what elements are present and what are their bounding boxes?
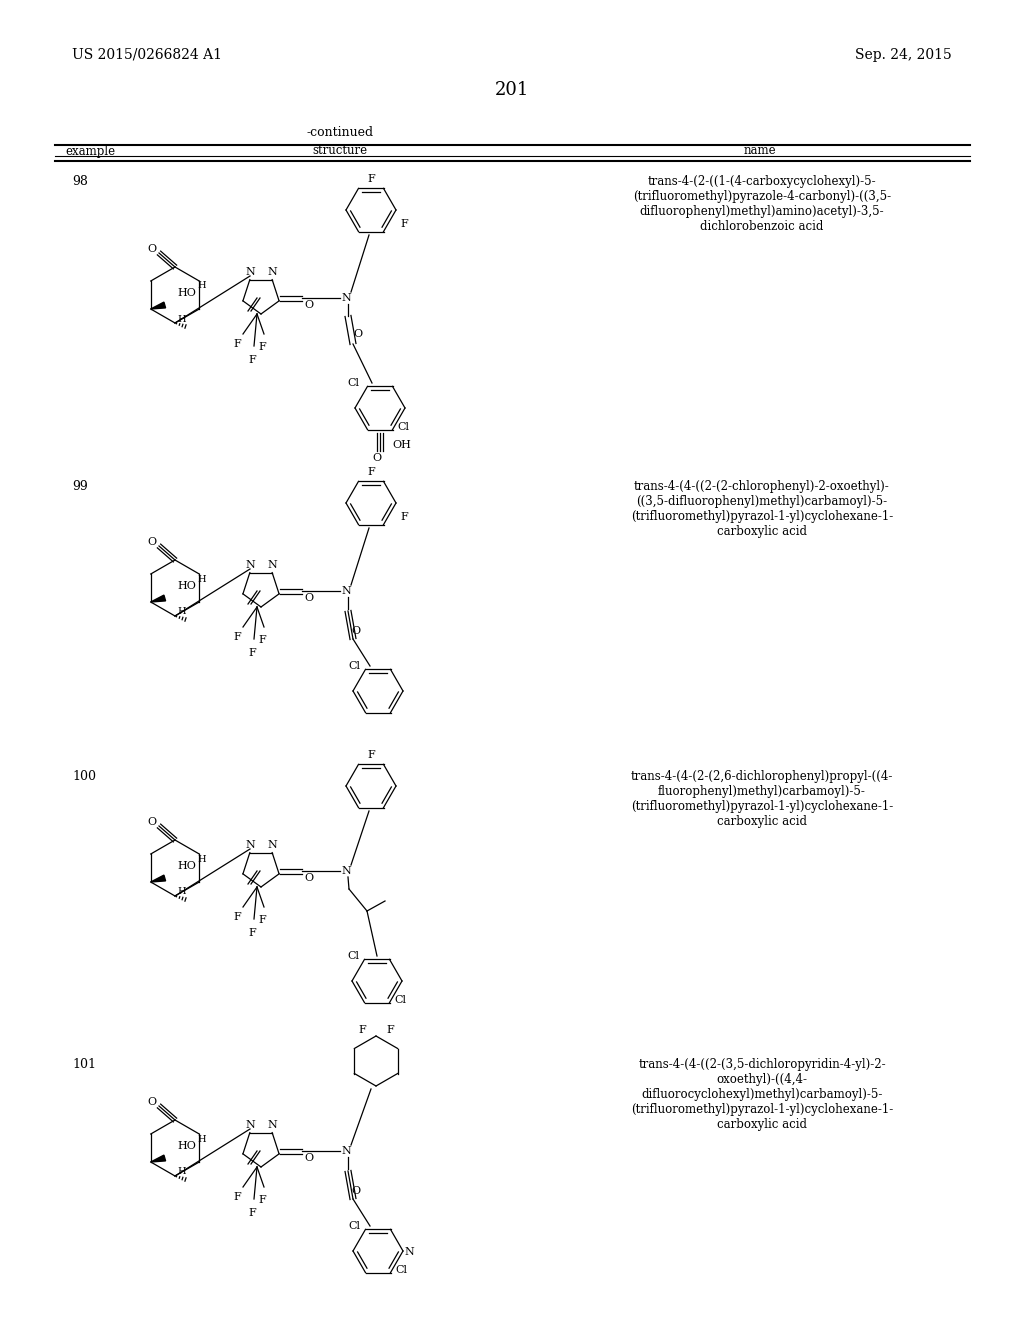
Text: N: N — [341, 586, 351, 597]
Text: O: O — [147, 537, 157, 546]
Text: O: O — [304, 593, 313, 603]
Text: HO: HO — [177, 288, 197, 298]
Text: F: F — [248, 1208, 256, 1218]
Text: US 2015/0266824 A1: US 2015/0266824 A1 — [72, 48, 222, 62]
Text: O: O — [353, 329, 362, 339]
Text: F: F — [368, 467, 375, 477]
Polygon shape — [151, 595, 166, 602]
Text: O: O — [351, 1185, 360, 1196]
Text: H: H — [178, 314, 186, 323]
Text: structure: structure — [312, 144, 368, 157]
Text: N: N — [245, 840, 255, 850]
Text: F: F — [386, 1026, 394, 1035]
Text: HO: HO — [177, 581, 197, 591]
Text: N: N — [404, 1247, 414, 1257]
Text: N: N — [267, 560, 276, 570]
Text: HO: HO — [177, 1140, 197, 1151]
Text: F: F — [368, 750, 375, 760]
Text: N: N — [267, 267, 276, 277]
Text: F: F — [258, 1195, 266, 1205]
Text: 201: 201 — [495, 81, 529, 99]
Text: Cl: Cl — [395, 1265, 408, 1275]
Text: F: F — [400, 512, 408, 521]
Text: F: F — [233, 912, 241, 921]
Text: N: N — [267, 840, 276, 850]
Text: N: N — [341, 293, 351, 304]
Text: Sep. 24, 2015: Sep. 24, 2015 — [855, 48, 952, 62]
Text: N: N — [267, 1119, 276, 1130]
Text: Cl: Cl — [394, 995, 407, 1005]
Text: O: O — [304, 300, 313, 310]
Text: N: N — [245, 560, 255, 570]
Text: H: H — [197, 854, 206, 863]
Text: H: H — [197, 281, 206, 290]
Text: O: O — [147, 1097, 157, 1107]
Text: O: O — [304, 1152, 313, 1163]
Text: N: N — [341, 866, 351, 876]
Text: F: F — [233, 339, 241, 348]
Text: O: O — [304, 873, 313, 883]
Text: O: O — [373, 453, 382, 463]
Text: Cl: Cl — [347, 952, 359, 961]
Text: HO: HO — [177, 861, 197, 871]
Text: H: H — [178, 887, 186, 896]
Text: 100: 100 — [72, 770, 96, 783]
Text: H: H — [178, 607, 186, 616]
Text: Cl: Cl — [347, 379, 359, 388]
Text: name: name — [743, 144, 776, 157]
Text: trans-4-(4-((2-(2-chlorophenyl)-2-oxoethyl)-
((3,5-difluorophenyl)methyl)carbamo: trans-4-(4-((2-(2-chlorophenyl)-2-oxoeth… — [631, 480, 893, 539]
Text: H: H — [197, 1134, 206, 1143]
Text: F: F — [258, 342, 266, 352]
Text: F: F — [258, 915, 266, 925]
Text: F: F — [248, 648, 256, 657]
Text: F: F — [258, 635, 266, 645]
Text: Cl: Cl — [348, 661, 360, 672]
Text: trans-4-(2-((1-(4-carboxycyclohexyl)-5-
(trifluoromethyl)pyrazole-4-carbonyl)-((: trans-4-(2-((1-(4-carboxycyclohexyl)-5- … — [633, 176, 891, 234]
Text: N: N — [341, 1146, 351, 1156]
Text: Cl: Cl — [348, 1221, 360, 1232]
Text: N: N — [245, 267, 255, 277]
Text: F: F — [358, 1026, 366, 1035]
Text: 101: 101 — [72, 1059, 96, 1071]
Text: H: H — [178, 1167, 186, 1176]
Polygon shape — [151, 302, 166, 309]
Text: F: F — [368, 174, 375, 183]
Text: -continued: -continued — [306, 127, 374, 140]
Text: O: O — [147, 817, 157, 828]
Text: F: F — [248, 928, 256, 939]
Text: trans-4-(4-((2-(3,5-dichloropyridin-4-yl)-2-
oxoethyl)-((4,4-
difluorocyclohexyl: trans-4-(4-((2-(3,5-dichloropyridin-4-yl… — [631, 1059, 893, 1131]
Text: F: F — [248, 355, 256, 366]
Text: F: F — [400, 219, 408, 228]
Text: example: example — [65, 144, 115, 157]
Text: F: F — [233, 632, 241, 642]
Text: F: F — [233, 1192, 241, 1203]
Text: OH: OH — [392, 440, 412, 450]
Polygon shape — [151, 875, 166, 882]
Text: O: O — [147, 244, 157, 253]
Polygon shape — [151, 1155, 166, 1162]
Text: 98: 98 — [72, 176, 88, 187]
Text: H: H — [197, 574, 206, 583]
Text: N: N — [245, 1119, 255, 1130]
Text: O: O — [351, 626, 360, 636]
Text: Cl: Cl — [397, 421, 410, 432]
Text: trans-4-(4-(2-(2,6-dichlorophenyl)propyl-((4-
fluorophenyl)methyl)carbamoyl)-5-
: trans-4-(4-(2-(2,6-dichlorophenyl)propyl… — [631, 770, 893, 828]
Text: 99: 99 — [72, 480, 88, 492]
